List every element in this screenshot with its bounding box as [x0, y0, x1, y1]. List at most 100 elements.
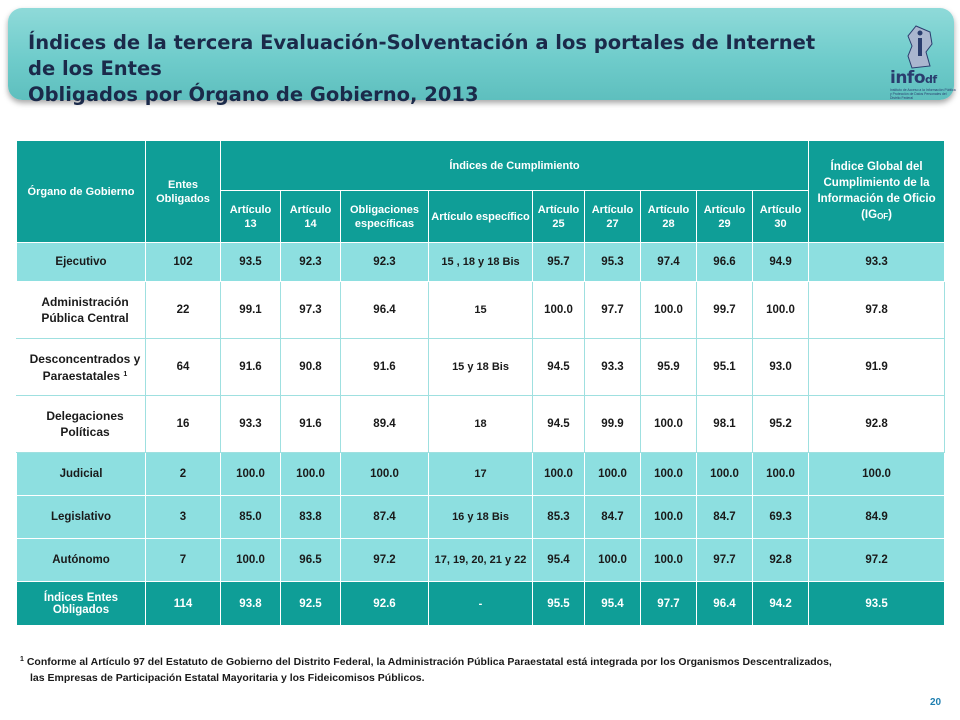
header-organo: Órgano de Gobierno	[16, 140, 146, 243]
cell-a13: 93.3	[220, 395, 281, 453]
table-row: Índices Entes Obligados 114 93.8 92.5 92.6-9…	[16, 581, 946, 626]
cell-global: 84.9	[808, 495, 946, 539]
cell-art: 15 , 18 y 18 Bis	[428, 242, 533, 282]
cell-a27: 100.0	[584, 538, 641, 582]
cell-a28: 100.0	[640, 395, 697, 453]
row-name: Desconcentrados y Paraestatales 1	[16, 338, 146, 396]
cell-a30: 92.8	[751, 538, 810, 582]
cell-art: -	[428, 581, 533, 626]
cell-a29: 100.0	[696, 452, 753, 496]
row-name: Ejecutivo	[16, 242, 146, 282]
footnote: 1 Conforme al Artículo 97 del Estatuto d…	[20, 652, 940, 686]
logo-subtitle: Instituto de Acceso a la Información Púb…	[890, 88, 956, 100]
table-row: Delegaciones Políticas 16 93.3 91.6 89.4 18 94…	[16, 395, 946, 453]
header-col: Obligaciones específicas	[340, 190, 429, 243]
cell-a27: 95.3	[584, 242, 641, 282]
table-row: Legislativo 3 85.0 83.8 87.4 16 y 18 Bis 85.3 8…	[16, 495, 946, 539]
cell-a28: 95.9	[640, 338, 697, 396]
cell-a14: 91.6	[280, 395, 341, 453]
cell-a25: 95.5	[532, 581, 585, 626]
cell-a29: 96.4	[696, 581, 753, 626]
cell-art: 15 y 18 Bis	[428, 338, 533, 396]
page-title: Índices de la tercera Evaluación-Solvent…	[28, 30, 848, 108]
header-col: Artículo 25	[532, 190, 585, 243]
cell-entes: 102	[145, 242, 221, 282]
cell-a25: 95.4	[532, 538, 585, 582]
cell-a13: 93.5	[220, 242, 281, 282]
cell-art: 17, 19, 20, 21 y 22	[428, 538, 533, 582]
cell-a30: 100.0	[751, 452, 810, 496]
table-row: Judicial 2 100.0 100.0 100.0 17 100.0 100.0 100.…	[16, 452, 946, 496]
cell-a28: 100.0	[640, 452, 697, 496]
cell-a27: 93.3	[584, 338, 641, 396]
table-row: Autónomo 7 100.0 96.5 97.2 17, 19, 20, 21 y 2…	[16, 538, 946, 582]
cell-entes: 16	[145, 395, 221, 453]
cell-a25: 94.5	[532, 395, 585, 453]
cell-a14: 92.5	[280, 581, 341, 626]
header-col: Artículo específico	[428, 190, 533, 243]
cell-a25: 94.5	[532, 338, 585, 396]
cell-entes: 114	[145, 581, 221, 626]
cell-a27: 84.7	[584, 495, 641, 539]
cell-oblig: 87.4	[340, 495, 429, 539]
cell-a25: 100.0	[532, 452, 585, 496]
cell-a13: 93.8	[220, 581, 281, 626]
cell-entes: 7	[145, 538, 221, 582]
cell-a13: 99.1	[220, 281, 281, 339]
cell-art: 18	[428, 395, 533, 453]
cell-global: 91.9	[808, 338, 946, 396]
cell-oblig: 91.6	[340, 338, 429, 396]
row-name: Judicial	[16, 452, 146, 496]
cell-entes: 2	[145, 452, 221, 496]
row-name: Índices Entes Obligados	[16, 581, 146, 626]
cell-a29: 84.7	[696, 495, 753, 539]
cell-oblig: 96.4	[340, 281, 429, 339]
header-global: Índice Global del Cumplimiento de la Inf…	[808, 140, 946, 243]
header-col: Artículo 30	[751, 190, 810, 243]
cell-a30: 100.0	[751, 281, 810, 339]
title-banner: Índices de la tercera Evaluación-Solvent…	[8, 8, 956, 106]
cell-global: 97.8	[808, 281, 946, 339]
cell-a30: 95.2	[751, 395, 810, 453]
cell-a30: 94.2	[751, 581, 810, 626]
cell-a30: 94.9	[751, 242, 810, 282]
cell-a13: 100.0	[220, 452, 281, 496]
cell-a28: 100.0	[640, 538, 697, 582]
cell-a29: 96.6	[696, 242, 753, 282]
cell-global: 100.0	[808, 452, 946, 496]
infodf-logo: infodf Instituto de Acceso a la Informac…	[886, 22, 958, 102]
cell-entes: 22	[145, 281, 221, 339]
page-title-line1: Índices de la tercera Evaluación-Solvent…	[28, 31, 816, 80]
compliance-table: Órgano de Gobierno Entes Obligados Índic…	[16, 140, 946, 626]
header-col: Artículo 29	[696, 190, 753, 243]
cell-a29: 95.1	[696, 338, 753, 396]
cell-global: 97.2	[808, 538, 946, 582]
table-row: Desconcentrados y Paraestatales 1 64 91.6 9…	[16, 338, 946, 396]
cell-a14: 100.0	[280, 452, 341, 496]
cell-a28: 97.4	[640, 242, 697, 282]
header-col: Artículo 14	[280, 190, 341, 243]
cell-a14: 90.8	[280, 338, 341, 396]
table-header-row: Órgano de Gobierno Entes Obligados Índic…	[16, 140, 946, 243]
cell-a27: 95.4	[584, 581, 641, 626]
row-name: Legislativo	[16, 495, 146, 539]
table-row: Ejecutivo 102 93.5 92.3 92.3 15 , 18 y 18 Bis…	[16, 242, 946, 282]
header-indices: Índices de Cumplimiento	[219, 140, 810, 191]
footnote-line2: las Empresas de Participación Estatal Ma…	[30, 672, 425, 684]
cell-a30: 93.0	[751, 338, 810, 396]
cell-entes: 64	[145, 338, 221, 396]
table-row: Administración Pública Central 22 99.1 97.3…	[16, 281, 946, 339]
cell-a27: 99.9	[584, 395, 641, 453]
cell-global: 92.8	[808, 395, 946, 453]
cell-oblig: 92.3	[340, 242, 429, 282]
cell-a25: 100.0	[532, 281, 585, 339]
cell-a14: 96.5	[280, 538, 341, 582]
cell-a29: 99.7	[696, 281, 753, 339]
cell-a14: 92.3	[280, 242, 341, 282]
cell-art: 15	[428, 281, 533, 339]
cell-a14: 97.3	[280, 281, 341, 339]
logo-emblem-icon	[907, 25, 933, 69]
cell-art: 16 y 18 Bis	[428, 495, 533, 539]
cell-a14: 83.8	[280, 495, 341, 539]
footnote-line1: 1 Conforme al Artículo 97 del Estatuto d…	[20, 656, 832, 668]
